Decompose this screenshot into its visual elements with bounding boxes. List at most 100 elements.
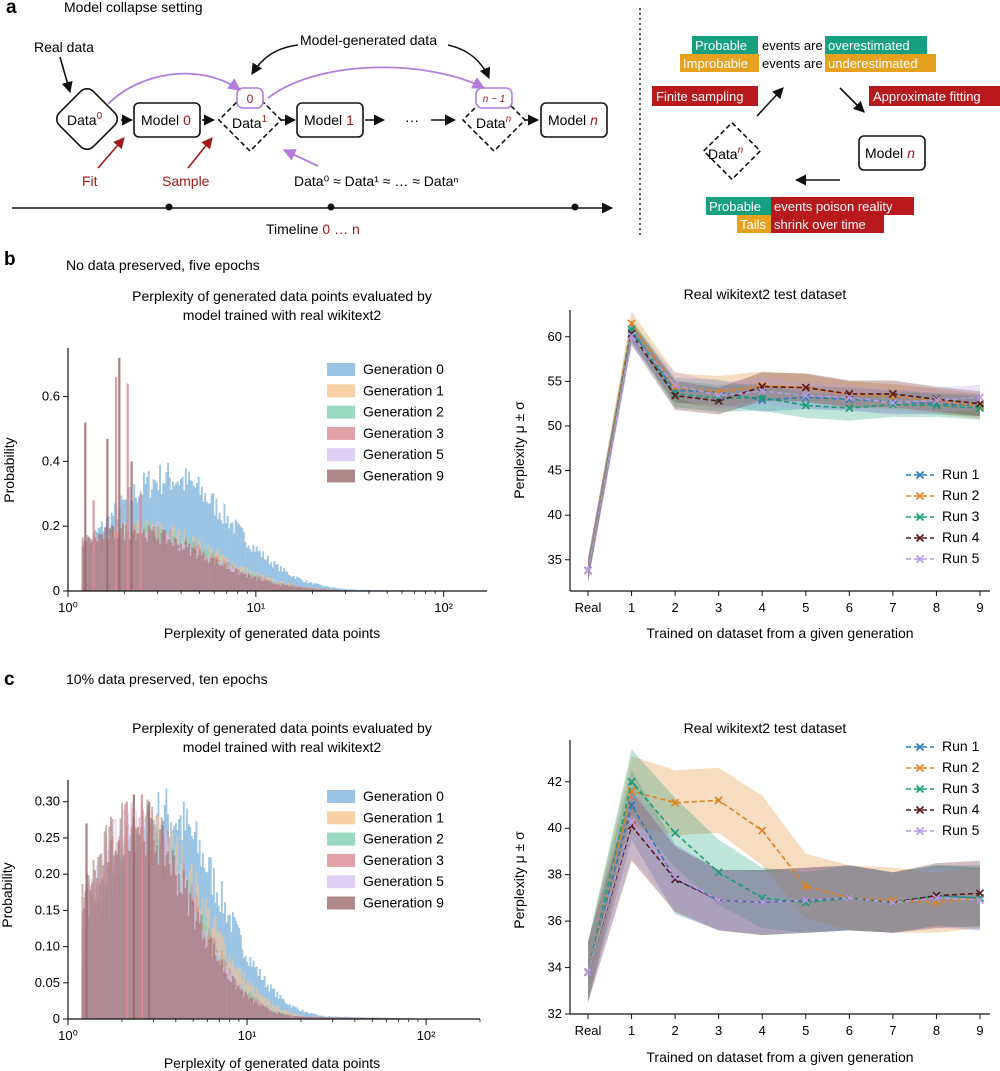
point-marker <box>671 389 680 398</box>
point-marker <box>627 777 636 786</box>
line-ytick-label: 32 <box>548 1006 562 1021</box>
hist-bar <box>81 537 84 591</box>
b-hist-ylabel: Probability <box>1 437 17 502</box>
marker-stroke <box>671 798 680 807</box>
hist-bar <box>92 859 95 1019</box>
marker-stroke <box>801 393 810 402</box>
panel-a: a Model collapse setting Real data Model… <box>6 0 1000 237</box>
hist-spike <box>85 823 88 1019</box>
hist-bar <box>88 536 91 591</box>
line-xtick-label: Real <box>575 600 602 615</box>
hist-ytick-label: 0.2 <box>42 518 60 533</box>
hist-legend-swatch <box>327 363 355 376</box>
b-line-xlabel: Trained on dataset from a given generati… <box>646 625 913 641</box>
tag-underestimated-bg <box>825 54 936 72</box>
line-xtick-label: 9 <box>976 1023 983 1038</box>
hist-bar <box>330 1017 333 1019</box>
hist-bar <box>349 589 352 591</box>
purple-arrow-data1-datan <box>267 66 486 99</box>
hist-bar <box>241 991 244 1019</box>
marker-stroke <box>671 389 680 398</box>
hist-spike <box>92 500 95 591</box>
hist-bar <box>262 1005 264 1019</box>
hist-bar <box>190 899 193 1019</box>
hist-bar <box>236 569 239 591</box>
hist-bar <box>313 589 316 591</box>
point-marker <box>845 893 854 902</box>
hist-bar <box>270 1011 272 1019</box>
panel-c: c 10% data preserved, ten epochs Perplex… <box>0 669 990 1071</box>
hist-bar <box>102 538 105 591</box>
point-marker <box>975 399 985 408</box>
hist-bar <box>309 1017 312 1019</box>
hist-bar <box>292 1016 295 1019</box>
hist-bar <box>286 585 289 591</box>
hist-bar <box>196 483 199 591</box>
hist-bar <box>186 880 188 1019</box>
hist-bar <box>101 533 103 591</box>
hist-bar <box>222 971 225 1019</box>
hist-bar <box>171 850 174 1019</box>
line-xtick-label: 1 <box>628 600 635 615</box>
line-legend-label: Run 3 <box>942 780 980 796</box>
hist-bar <box>270 562 273 591</box>
tag-probable2: Probable <box>709 199 761 214</box>
hist-bar <box>233 977 236 1019</box>
hist-bar <box>200 486 203 591</box>
hist-bar <box>212 943 215 1019</box>
marker-stroke <box>975 896 985 905</box>
hist-bar <box>127 850 130 1019</box>
line-ytick-label: 40 <box>548 820 562 835</box>
c-hist-chart: 0 0.05 0.10 0.15 0.20 0.25 0.30 10⁰ 10¹ 10² Genera… <box>35 780 481 1043</box>
hist-bar <box>197 555 200 591</box>
hist-bar <box>147 525 150 591</box>
point-marker <box>801 896 810 905</box>
hist-bar <box>181 476 184 591</box>
line-ytick-label: 45 <box>548 463 562 478</box>
hist-bar <box>268 564 271 591</box>
line-ytick-label: 42 <box>548 774 562 789</box>
line-legend-label: Run 4 <box>942 801 980 817</box>
svg-text:Datan: Datan <box>476 114 512 131</box>
band-run-3 <box>588 318 980 583</box>
hist-bar <box>192 901 195 1019</box>
hist-bar <box>260 1005 263 1019</box>
data1-sup: 1 <box>262 114 268 125</box>
hist-bar <box>331 587 334 591</box>
hist-bar <box>91 541 94 591</box>
hist-bar <box>227 979 230 1019</box>
real-data-arrow <box>59 56 73 94</box>
line-xtick-label: 5 <box>802 600 809 615</box>
hist-legend-swatch <box>327 405 355 419</box>
hist-bar <box>179 892 182 1019</box>
hist-legend-label: Generation 1 <box>363 809 444 825</box>
hist-bar <box>341 588 344 591</box>
hist-bar <box>176 544 179 591</box>
hist-bar <box>94 869 97 1019</box>
tag-shrink-bg <box>771 215 884 233</box>
hist-bar <box>254 1001 257 1019</box>
marker-stroke <box>758 387 767 396</box>
hist-legend-swatch <box>327 426 355 440</box>
datan-tag: n − 1 <box>483 94 506 105</box>
hist-bar <box>130 827 133 1019</box>
hist-bar <box>184 468 187 591</box>
hist-bar <box>335 1017 337 1019</box>
hist-bar <box>284 571 287 591</box>
hist-legend-label: Generation 1 <box>363 382 444 398</box>
hist-bar <box>323 589 326 591</box>
hist-ytick-label: 0 <box>53 583 60 598</box>
hist-bar <box>150 530 153 591</box>
hist-bar <box>111 819 114 1019</box>
hist-bar <box>105 825 108 1019</box>
hist-bar <box>110 525 113 591</box>
hist-bar <box>267 555 269 591</box>
point-marker <box>888 898 897 907</box>
hist-bar <box>327 1017 329 1019</box>
hist-bar <box>267 580 269 591</box>
hist-bar <box>136 533 139 591</box>
c-hist-xlabel: Perplexity of generated data points <box>164 1055 380 1071</box>
line-xtick-label: 2 <box>671 1023 678 1038</box>
